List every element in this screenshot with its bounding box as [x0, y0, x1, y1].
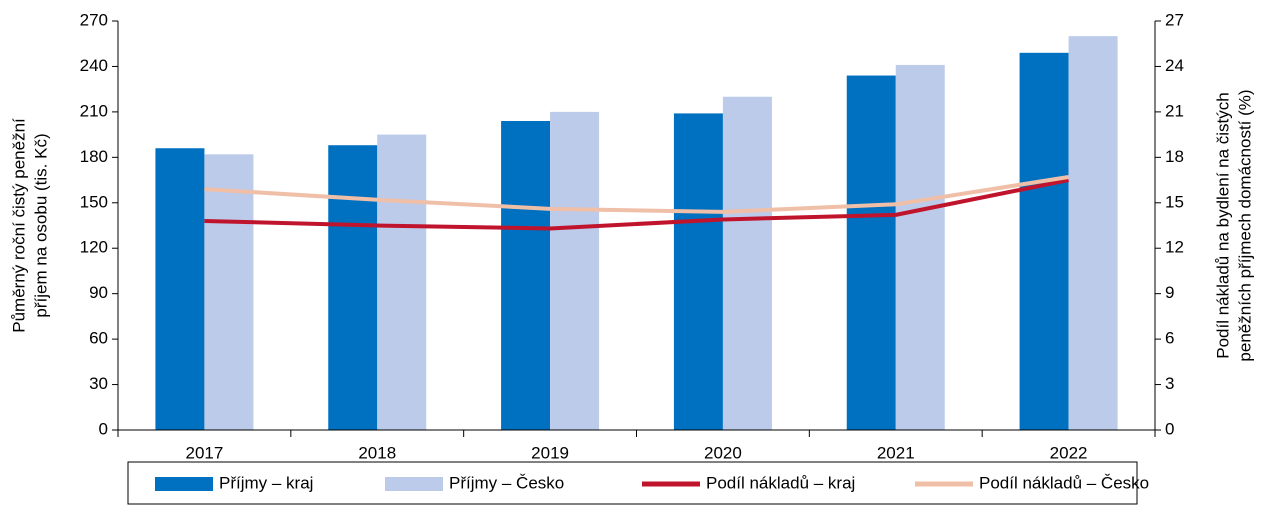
- legend: Příjmy – kraj Příjmy – Česko Podíl nákladů…: [127, 461, 1149, 505]
- y2-tick-label: 9: [1165, 283, 1174, 302]
- y-tick-label: 210: [80, 101, 108, 120]
- x-tick-label: 2017: [186, 443, 224, 462]
- x-tick-label: 2019: [531, 443, 569, 462]
- y-tick-label: 30: [89, 374, 108, 393]
- bar: [328, 145, 378, 430]
- y2-tick-label: 21: [1165, 101, 1184, 120]
- y-tick-label: 240: [80, 56, 108, 75]
- legend-label: Podíl nákladů – Česko: [979, 473, 1149, 492]
- y-tick-label: 150: [80, 192, 108, 211]
- y2-axis-label: peněžních příjmech domácností (%): [1235, 89, 1254, 361]
- line: [204, 178, 1069, 231]
- y2-tick-label: 12: [1165, 238, 1184, 257]
- y2-axis-label: Podíl nákladů na bydlení na čistých: [1213, 92, 1232, 359]
- y-tick-label: 120: [80, 238, 108, 257]
- legend-swatch: [155, 477, 213, 491]
- y2-tick-label: 24: [1165, 56, 1184, 75]
- legend-label: Příjmy – kraj: [219, 473, 313, 492]
- line: [204, 175, 1069, 214]
- bar: [501, 120, 551, 430]
- legend-swatch: [385, 477, 443, 491]
- bar: [204, 154, 254, 430]
- x-tick-label: 2020: [704, 443, 742, 462]
- x-tick-label: 2022: [1050, 443, 1088, 462]
- legend-label: Příjmy – Česko: [449, 473, 564, 492]
- y2-tick-label: 15: [1165, 192, 1184, 211]
- y-tick-label: 0: [99, 419, 108, 438]
- y2-tick-label: 0: [1165, 419, 1174, 438]
- x-tick-label: 2018: [358, 443, 396, 462]
- legend-label: Podíl nákladů – kraj: [706, 473, 855, 492]
- y2-tick-label: 3: [1165, 374, 1174, 393]
- y-axis-label: příjem na osobu (tis. Kč): [31, 133, 50, 317]
- bar: [846, 75, 896, 431]
- bar: [155, 148, 205, 430]
- y-tick-label: 60: [89, 329, 108, 348]
- bar: [1019, 52, 1069, 431]
- y2-tick-label: 6: [1165, 329, 1174, 348]
- bar: [377, 134, 427, 430]
- y-tick-label: 90: [89, 283, 108, 302]
- bar: [722, 96, 772, 431]
- y2-tick-label: 27: [1165, 10, 1184, 29]
- x-tick-label: 2021: [877, 443, 915, 462]
- y2-tick-label: 18: [1165, 147, 1184, 166]
- bar: [895, 64, 945, 430]
- bar: [673, 113, 723, 431]
- y-axis-label: Půměrný roční čistý peněžní: [9, 118, 28, 333]
- y-tick-label: 180: [80, 147, 108, 166]
- y-tick-label: 270: [80, 10, 108, 29]
- bar: [550, 111, 600, 430]
- bar: [1068, 36, 1118, 431]
